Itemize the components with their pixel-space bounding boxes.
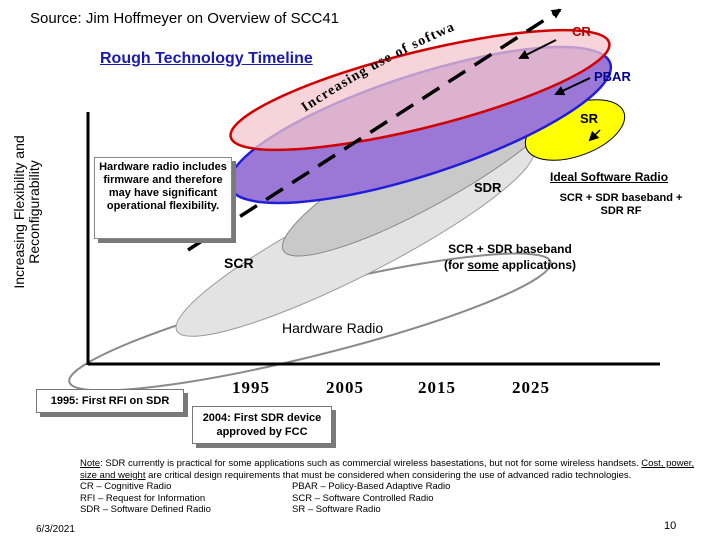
scr-sdr-line2-post: applications)	[498, 258, 577, 272]
scr-sdr-baseband-note: SCR + SDR baseband (for some application…	[420, 241, 600, 273]
year-2025: 2025	[512, 378, 550, 397]
year-2015: 2015	[418, 378, 456, 397]
year-1995: 1995	[232, 378, 270, 397]
sr-label: SR	[580, 111, 599, 126]
note-label: Note	[80, 458, 101, 469]
cr-region	[229, 28, 611, 152]
sdr-label: SDR	[474, 180, 502, 195]
glossary-sdr: SDR – Software Defined Radio	[80, 504, 211, 516]
box-1995-rfi: 1995: First RFI on SDR	[36, 389, 184, 413]
scr-sdr-line2: (for some applications)	[420, 257, 600, 273]
scr-sdr-line2-pre: (for	[443, 258, 468, 272]
scr-sdr-line1: SCR + SDR baseband	[448, 242, 572, 256]
note-block: Note: SDR currently is practical for som…	[80, 458, 705, 516]
pbar-pointer	[554, 77, 591, 96]
pbar-label: PBAR	[594, 69, 631, 84]
note-text-1: : SDR currently is practical for some ap…	[100, 458, 642, 469]
note-text-2: are critical design requirements that mu…	[145, 469, 632, 481]
sr-pointer	[588, 129, 601, 142]
note-paragraph: Note: SDR currently is practical for som…	[80, 458, 705, 481]
sr-description: SCR + SDR baseband + SDR RF	[559, 192, 683, 217]
cr-label: CR	[572, 24, 591, 39]
scr-label: SCR	[224, 255, 254, 271]
glossary-row: SDR – Software Defined Radio SR – Softwar…	[80, 504, 705, 516]
glossary-sr: SR – Software Radio	[292, 504, 381, 516]
year-2005: 2005	[326, 378, 364, 397]
glossary-pbar: PBAR – Policy-Based Adaptive Radio	[292, 481, 451, 493]
page-number: 10	[664, 520, 677, 532]
ideal-software-radio-label: Ideal Software Radio	[550, 170, 669, 184]
cr-pointer	[518, 39, 557, 59]
glossary-rfi: RFI – Request for Information	[80, 492, 206, 504]
box-2004-fcc: 2004: First SDR device approved by FCC	[192, 406, 332, 444]
hardware-callout: Hardware radio includes firmware and the…	[94, 157, 232, 239]
glossary-scr: SCR – Software Controlled Radio	[292, 492, 434, 504]
note-emphasis: Cost, power, size and weight	[80, 458, 695, 481]
timeline-title: Rough Technology Timeline	[100, 50, 313, 67]
source-note: Source: Jim Hoffmeyer on Overview of SCC…	[30, 10, 340, 27]
software-trend-arrow	[187, 8, 562, 252]
hardware-radio-label: Hardware Radio	[282, 320, 384, 336]
scr-sdr-line2-emph: some	[467, 258, 499, 272]
glossary-row: CR – Cognitive Radio PBAR – Policy-Based …	[80, 481, 705, 493]
y-axis-label: Increasing Flexibility and Reconfigurabi…	[11, 135, 42, 289]
glossary-cr: CR – Cognitive Radio	[80, 481, 172, 493]
glossary-row: RFI – Request for Information SCR – Softw…	[80, 493, 705, 505]
slide-date: 6/3/2021	[36, 524, 75, 535]
